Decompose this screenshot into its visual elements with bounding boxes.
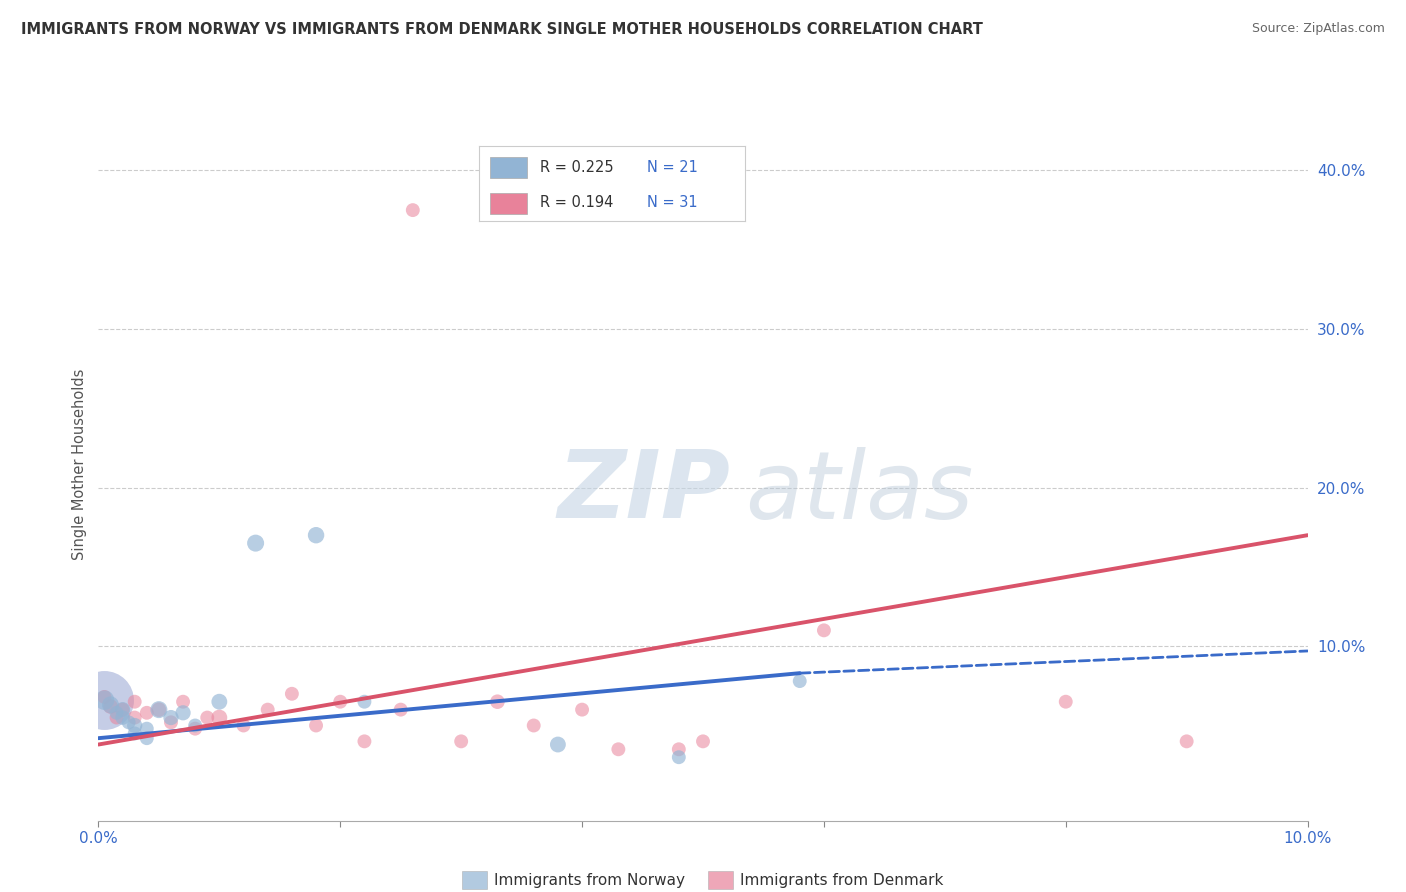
- Point: [160, 715, 183, 730]
- Point: [124, 718, 146, 732]
- Point: [184, 718, 207, 732]
- Text: ZIP: ZIP: [558, 446, 731, 539]
- Point: [105, 710, 128, 724]
- Point: [402, 203, 425, 218]
- Point: [208, 695, 231, 709]
- Point: [208, 710, 231, 724]
- Point: [148, 703, 170, 717]
- Point: [232, 718, 254, 732]
- Point: [668, 742, 690, 756]
- Text: Source: ZipAtlas.com: Source: ZipAtlas.com: [1251, 22, 1385, 36]
- Point: [281, 687, 304, 701]
- Point: [450, 734, 472, 748]
- Point: [172, 706, 194, 720]
- Point: [135, 706, 157, 720]
- Point: [148, 703, 170, 717]
- Point: [105, 706, 128, 720]
- Text: IMMIGRANTS FROM NORWAY VS IMMIGRANTS FROM DENMARK SINGLE MOTHER HOUSEHOLDS CORRE: IMMIGRANTS FROM NORWAY VS IMMIGRANTS FRO…: [21, 22, 983, 37]
- Point: [353, 695, 375, 709]
- Text: R = 0.194: R = 0.194: [540, 195, 614, 210]
- Point: [93, 693, 115, 707]
- Point: [124, 726, 146, 740]
- Point: [124, 710, 146, 724]
- Point: [256, 703, 278, 717]
- Point: [135, 722, 157, 736]
- FancyBboxPatch shape: [489, 157, 527, 178]
- Point: [813, 624, 835, 638]
- Text: N = 21: N = 21: [647, 160, 697, 175]
- Point: [389, 703, 412, 717]
- Point: [93, 690, 115, 704]
- Point: [486, 695, 509, 709]
- Point: [245, 536, 267, 550]
- Point: [184, 722, 207, 736]
- Text: atlas: atlas: [745, 447, 973, 538]
- Point: [305, 528, 328, 542]
- FancyBboxPatch shape: [489, 193, 527, 214]
- Point: [111, 703, 134, 717]
- Point: [571, 703, 593, 717]
- Point: [547, 738, 569, 752]
- Point: [523, 718, 546, 732]
- Text: R = 0.225: R = 0.225: [540, 160, 614, 175]
- Point: [124, 695, 146, 709]
- Legend: Immigrants from Norway, Immigrants from Denmark: Immigrants from Norway, Immigrants from …: [456, 865, 950, 892]
- Point: [329, 695, 352, 709]
- Point: [1054, 695, 1077, 709]
- Point: [172, 695, 194, 709]
- Point: [607, 742, 630, 756]
- Point: [111, 710, 134, 724]
- Point: [692, 734, 714, 748]
- Point: [118, 715, 141, 730]
- Point: [100, 699, 122, 714]
- Point: [789, 674, 811, 689]
- Text: N = 31: N = 31: [647, 195, 697, 210]
- Point: [305, 718, 328, 732]
- Point: [353, 734, 375, 748]
- Point: [111, 703, 134, 717]
- Y-axis label: Single Mother Households: Single Mother Households: [72, 368, 87, 559]
- Point: [668, 750, 690, 764]
- Point: [100, 698, 122, 712]
- Point: [160, 710, 183, 724]
- Point: [195, 710, 218, 724]
- Point: [1175, 734, 1198, 748]
- Point: [135, 731, 157, 746]
- Point: [93, 693, 115, 707]
